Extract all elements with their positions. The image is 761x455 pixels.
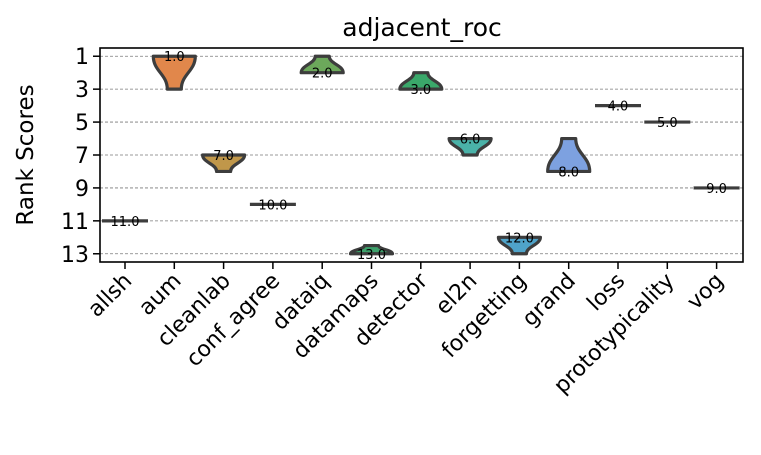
median-labels: 11.0 1.0 7.0 10.0 2.0 13.0 3.0 6.0 12.0 8.0 4.0 5.0… [111, 50, 727, 263]
median-label: 12.0 [505, 231, 534, 246]
violin-dataiq [299, 54, 345, 75]
median-label: 3.0 [410, 83, 431, 98]
x-tick-label: vog [683, 269, 729, 315]
median-label: 8.0 [558, 165, 579, 180]
median-label: 5.0 [657, 116, 678, 131]
x-tick-label: allsh [83, 269, 137, 323]
median-label: 10.0 [258, 198, 287, 213]
violin-grand [546, 136, 592, 174]
violin-forgetting [496, 235, 542, 256]
y-tick-label: 3 [75, 78, 89, 103]
x-tick-label: grand [518, 269, 581, 332]
y-tick-label: 11 [61, 210, 89, 235]
median-label: 6.0 [460, 133, 481, 148]
y-tick-label: 13 [61, 243, 89, 268]
y-tick-label: 9 [75, 177, 89, 202]
median-label: 11.0 [111, 215, 140, 230]
violin-cleanlab [201, 153, 247, 174]
median-label: 9.0 [706, 182, 727, 197]
median-label: 4.0 [608, 100, 629, 115]
violin-datamaps [348, 243, 395, 256]
violin-el2n [447, 136, 493, 157]
median-label: 7.0 [213, 149, 234, 164]
y-tick-label: 5 [75, 111, 89, 136]
chart-title: adjacent_roc [342, 13, 502, 42]
y-tick-label: 7 [75, 144, 89, 169]
median-label: 1.0 [164, 50, 185, 65]
violin-aum [151, 54, 197, 91]
violins [102, 54, 740, 256]
median-label: 2.0 [312, 67, 333, 82]
y-tick-label: 1 [75, 45, 89, 70]
y-axis-label: Rank Scores [13, 84, 39, 225]
x-axis-ticks: allshaumcleanlabconf_agreedataiqdatamaps… [83, 262, 729, 399]
violin-detector [398, 71, 444, 91]
median-label: 13.0 [357, 248, 386, 263]
